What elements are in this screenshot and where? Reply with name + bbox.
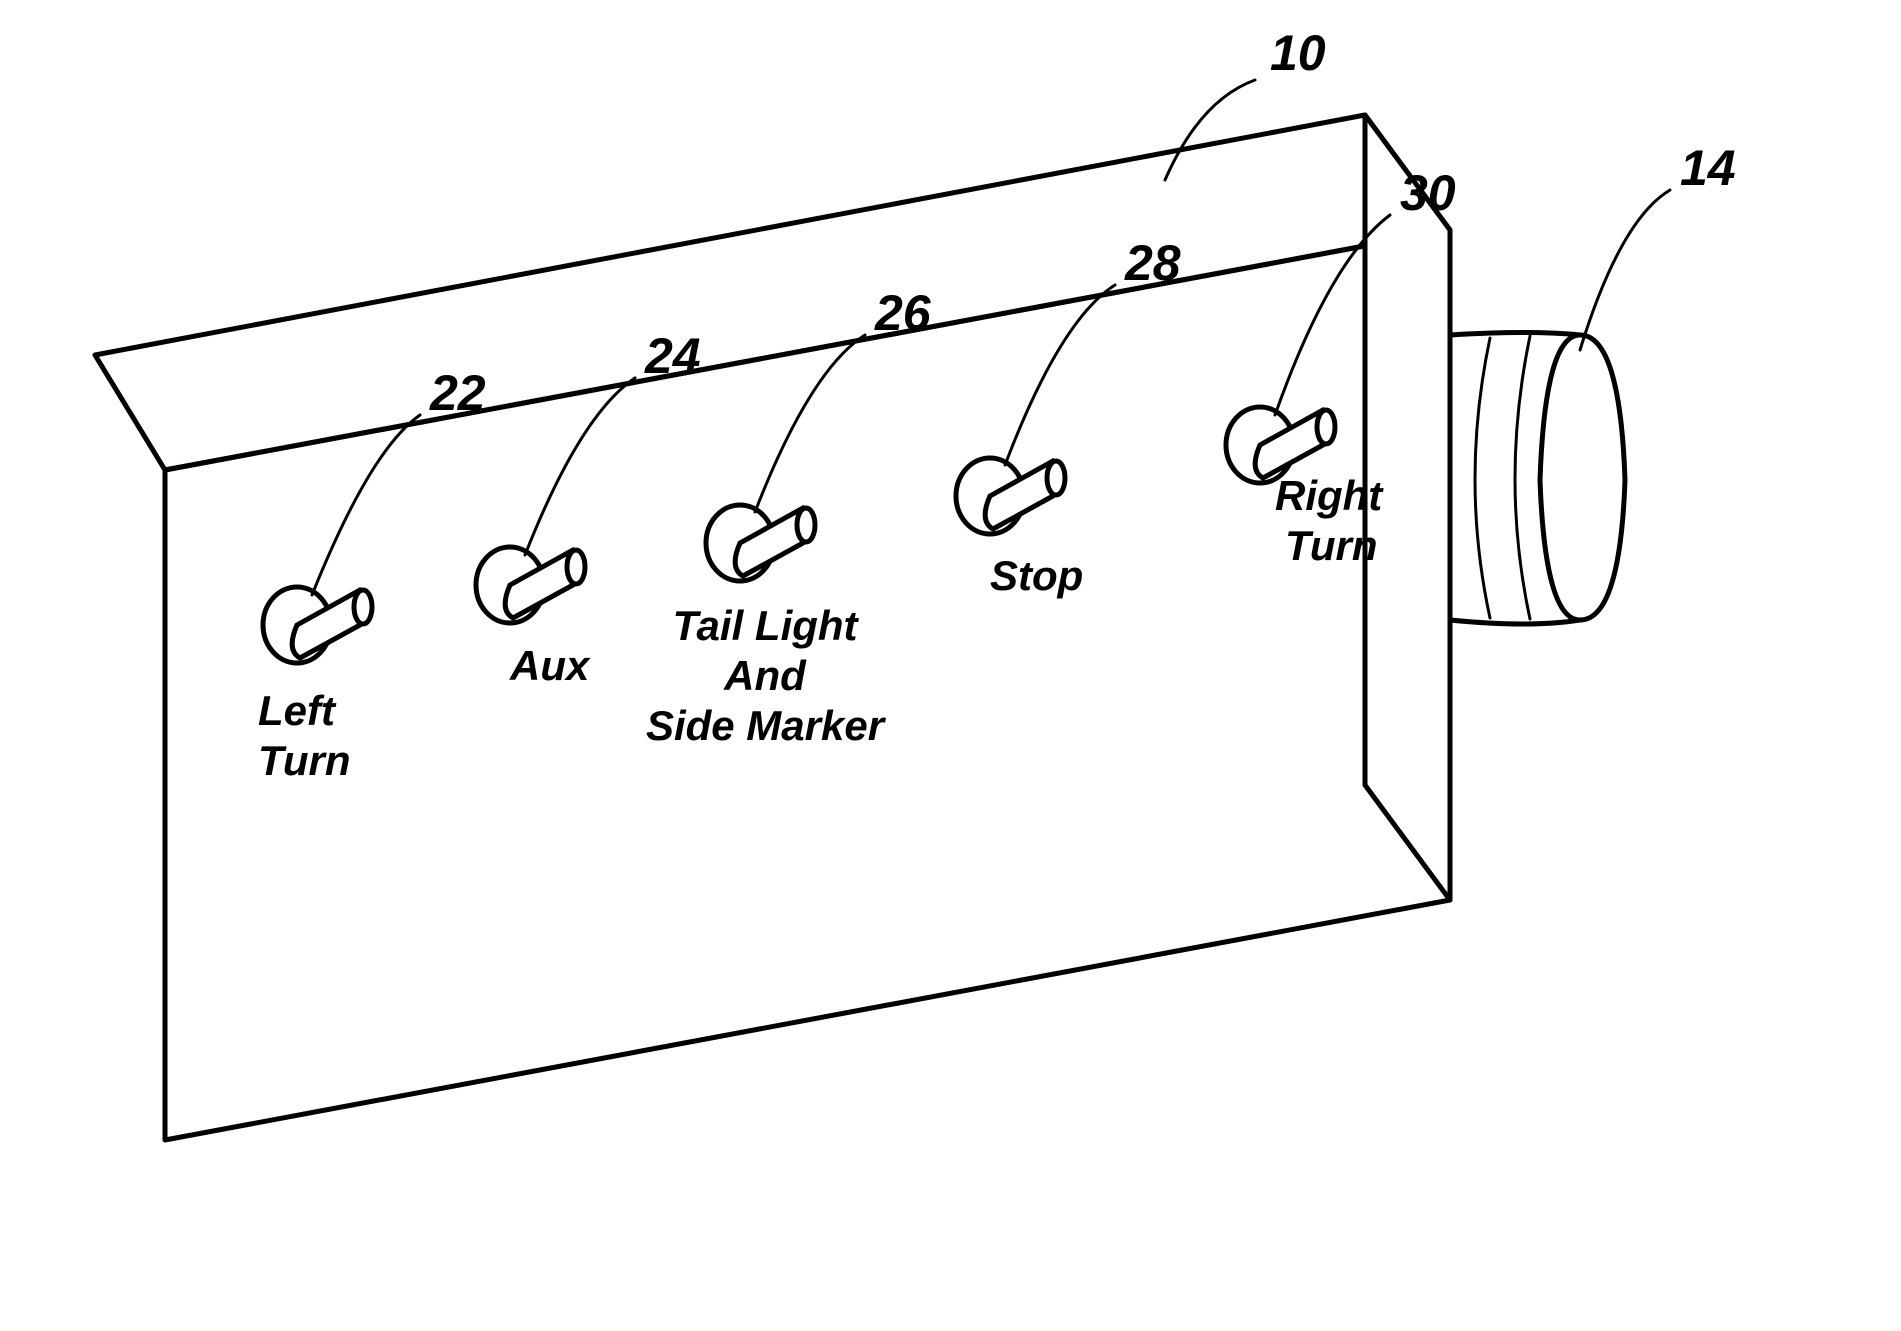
label-left-turn-2: Turn xyxy=(258,737,351,784)
label-tail-2: And xyxy=(723,652,807,699)
connector-cylinder xyxy=(1450,333,1625,625)
ref-28: 28 xyxy=(1124,235,1181,291)
switch-stop xyxy=(956,458,1065,534)
ref-22: 22 xyxy=(429,365,486,421)
switch-tail-light xyxy=(706,505,815,581)
switch-labels: Left Turn Aux Tail Light And Side Marker… xyxy=(258,472,1384,784)
patent-figure: 10 14 30 28 26 24 22 Left Turn Aux Tail … xyxy=(0,0,1901,1331)
label-aux: Aux xyxy=(509,642,591,689)
ref-30: 30 xyxy=(1400,165,1456,221)
label-left-turn-1: Left xyxy=(258,687,337,734)
ref-10: 10 xyxy=(1270,25,1326,81)
ref-26: 26 xyxy=(874,285,932,341)
switch-left-turn xyxy=(263,587,372,663)
label-right-1: Right xyxy=(1275,472,1384,519)
ref-24: 24 xyxy=(644,328,701,384)
label-stop: Stop xyxy=(990,552,1083,599)
label-tail-3: Side Marker xyxy=(646,702,887,749)
switch-aux xyxy=(476,547,585,623)
ref-14: 14 xyxy=(1680,140,1736,196)
label-tail-1: Tail Light xyxy=(672,602,859,649)
label-right-2: Turn xyxy=(1285,522,1378,569)
